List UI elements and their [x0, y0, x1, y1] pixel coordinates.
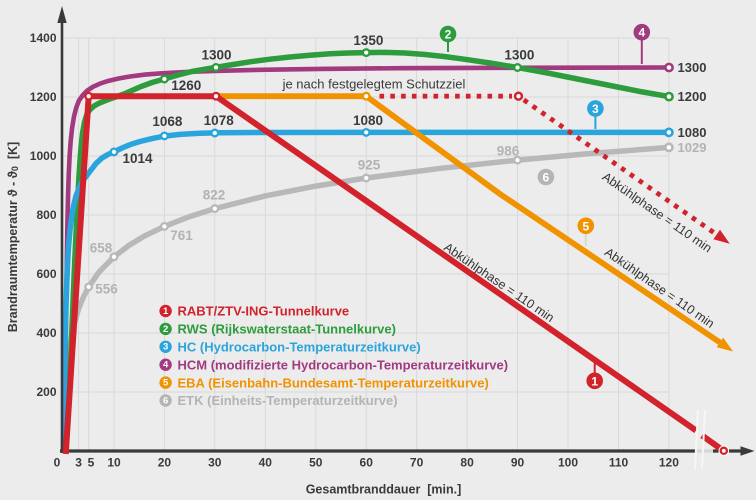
svg-text:925: 925 [358, 157, 381, 172]
svg-text:400: 400 [36, 326, 56, 340]
svg-text:1000: 1000 [30, 149, 57, 163]
svg-text:2: 2 [445, 28, 452, 42]
svg-text:1300: 1300 [504, 48, 534, 63]
svg-text:RABT/ZTV-ING-Tunnelkurve: RABT/ZTV-ING-Tunnelkurve [178, 304, 350, 319]
svg-text:HC (Hydrocarbon-Temperaturzeit: HC (Hydrocarbon-Temperaturzeitkurve) [178, 340, 421, 355]
svg-text:40: 40 [259, 456, 273, 470]
svg-text:1078: 1078 [204, 113, 235, 128]
svg-text:1014: 1014 [122, 151, 153, 166]
svg-text:10: 10 [107, 456, 121, 470]
svg-text:1300: 1300 [201, 48, 231, 63]
svg-text:ETK (Einheits-Temperaturzeitku: ETK (Einheits-Temperaturzeitkurve) [178, 393, 398, 408]
svg-text:556: 556 [95, 282, 118, 297]
svg-text:1200: 1200 [30, 90, 57, 104]
svg-text:200: 200 [36, 385, 56, 399]
svg-text:RWS (Rijkswaterstaat-Tunnelkur: RWS (Rijkswaterstaat-Tunnelkurve) [178, 322, 396, 337]
svg-text:800: 800 [36, 208, 56, 222]
svg-text:1350: 1350 [353, 33, 383, 48]
svg-text:5: 5 [582, 219, 589, 233]
svg-text:658: 658 [90, 241, 113, 256]
svg-text:Brandraumtemperatur ϑ - ϑ0 [K: Brandraumtemperatur ϑ - ϑ0 [K] [6, 142, 20, 332]
svg-text:100: 100 [558, 456, 578, 470]
svg-text:761: 761 [170, 228, 193, 243]
svg-text:EBA (Eisenbahn-Bundesamt-Tempe: EBA (Eisenbahn-Bundesamt-Temperaturzeitk… [178, 375, 489, 390]
svg-text:60: 60 [360, 456, 374, 470]
svg-text:6: 6 [543, 171, 550, 185]
svg-text:30: 30 [208, 456, 222, 470]
svg-text:HCM (modifizierte Hydrocarbon-: HCM (modifizierte Hydrocarbon-Temperatur… [178, 357, 509, 372]
svg-text:2: 2 [163, 324, 168, 335]
svg-text:3: 3 [592, 102, 599, 116]
svg-text:1: 1 [591, 374, 598, 388]
svg-text:1300: 1300 [678, 60, 707, 75]
svg-text:50: 50 [309, 456, 323, 470]
svg-text:20: 20 [158, 456, 172, 470]
svg-text:1080: 1080 [353, 113, 383, 128]
svg-text:4: 4 [163, 360, 169, 371]
svg-text:600: 600 [36, 267, 56, 281]
svg-text:80: 80 [460, 456, 474, 470]
svg-text:822: 822 [203, 188, 226, 203]
svg-text:120: 120 [659, 456, 679, 470]
svg-text:3: 3 [163, 342, 168, 353]
svg-text:1029: 1029 [678, 140, 707, 155]
svg-text:3: 3 [75, 456, 82, 470]
svg-text:Gesamtbranddauer [min.]: Gesamtbranddauer [min.] [306, 482, 462, 496]
svg-text:986: 986 [497, 144, 520, 159]
svg-text:1068: 1068 [152, 114, 183, 129]
svg-text:70: 70 [410, 456, 424, 470]
svg-text:5: 5 [88, 456, 95, 470]
svg-text:90: 90 [511, 456, 525, 470]
svg-text:je nach festgelegtem Schutzzie: je nach festgelegtem Schutzziel [282, 76, 466, 91]
svg-text:4: 4 [638, 26, 645, 40]
svg-text:110: 110 [609, 456, 629, 470]
svg-text:1: 1 [163, 306, 169, 317]
svg-text:1260: 1260 [171, 78, 201, 93]
svg-text:6: 6 [163, 395, 168, 406]
svg-text:1200: 1200 [678, 89, 707, 104]
svg-text:1400: 1400 [30, 31, 57, 45]
svg-text:5: 5 [163, 378, 169, 389]
svg-text:1080: 1080 [678, 125, 707, 140]
svg-text:0: 0 [54, 456, 61, 470]
